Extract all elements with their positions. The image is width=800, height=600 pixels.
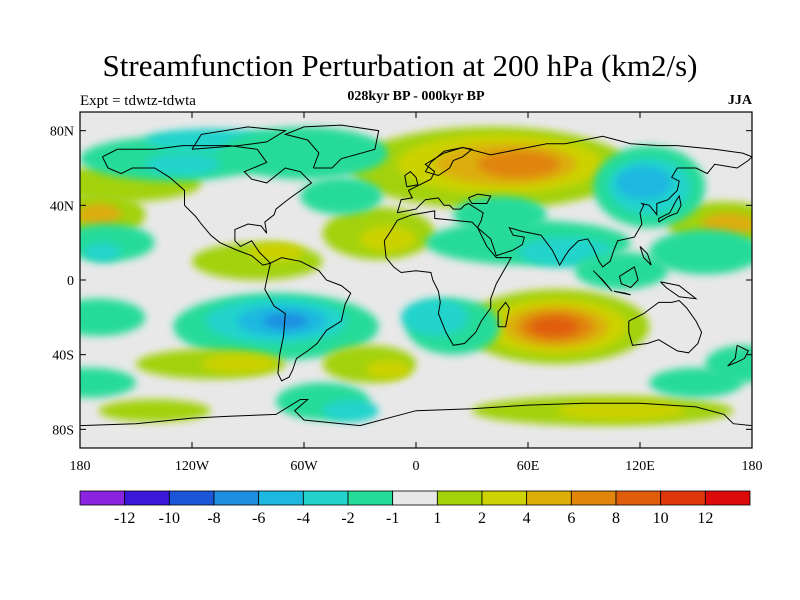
contour-region [248, 242, 304, 262]
coastline-path [658, 194, 682, 223]
colorbar-swatch [481, 490, 528, 506]
colorbar-label: 4 [523, 510, 531, 527]
coastline-path [628, 299, 703, 354]
colorbar-swatch [213, 490, 260, 506]
contour-region [98, 399, 211, 422]
plot-area [80, 112, 752, 448]
y-tick-label: 40S [52, 349, 74, 364]
x-tick-label: 120E [625, 459, 655, 474]
chart-title: Streamfunction Perturbation at 200 hPa (… [102, 48, 698, 83]
colorbar-swatch [392, 490, 438, 506]
colorbar-swatch [704, 490, 751, 506]
coastline-path [467, 193, 492, 204]
coastlines [80, 124, 752, 427]
contour-region [80, 298, 146, 336]
colorbar-label: -8 [207, 510, 220, 527]
colorbar-label: 8 [612, 510, 620, 527]
x-tick-label: 0 [413, 459, 420, 474]
coastline-path [283, 124, 380, 169]
colorbar-label: -6 [252, 510, 265, 527]
contour-region [365, 360, 411, 379]
colorbar-label: 1 [433, 510, 441, 527]
colorbar-swatch [660, 490, 706, 506]
contour-region [220, 126, 388, 180]
chart-subtitle: 028kyr BP - 000kyr BP [347, 89, 485, 104]
coastline-path [727, 344, 749, 367]
colorbar-swatch [615, 490, 662, 506]
coastline-path [264, 257, 352, 382]
coastline-path [191, 126, 287, 150]
y-tick-label: 80S [52, 423, 74, 438]
contour-region [529, 317, 579, 336]
colorbar-label: 6 [567, 510, 575, 527]
contour-region [262, 313, 308, 329]
coastline-path [397, 156, 752, 268]
coastline-path [80, 399, 752, 427]
coastline-path [383, 210, 513, 346]
contour-region [145, 153, 220, 176]
coastline-path [497, 301, 510, 328]
colorbar-swatch [347, 490, 394, 506]
y-tick-label: 40N [50, 199, 74, 214]
contour-region [80, 367, 136, 398]
colorbar-label: 2 [478, 510, 486, 527]
colorbar-swatch [302, 490, 349, 506]
coastline-path [660, 281, 698, 300]
contour-region [83, 242, 122, 262]
colorbar-swatch [570, 490, 617, 506]
contour-region [322, 399, 379, 422]
colorbar-label: -4 [297, 510, 310, 527]
contour-region [360, 225, 416, 252]
colorbar: -12 -10 -8 -6 -4 -2 -1 1 2 4 6 8 10 12 [79, 490, 751, 527]
experiment-label: Expt = tdwtz-tdwta [80, 93, 196, 109]
coastline-path [404, 171, 419, 188]
x-tick-label: 60E [517, 459, 540, 474]
coastline-path [592, 270, 613, 292]
colorbar-swatch [258, 490, 304, 506]
colorbar-label: -1 [386, 510, 399, 527]
colorbar-swatch [79, 490, 126, 506]
colorbar-swatch [436, 490, 483, 506]
x-tick-label: 180 [70, 459, 91, 474]
y-tick-label: 80N [50, 125, 74, 140]
colorbar-label: 12 [697, 510, 713, 527]
contour-field [80, 126, 752, 426]
contour-region [201, 354, 276, 374]
colorbar-swatch [124, 490, 170, 506]
coastline-path [424, 146, 474, 177]
x-tick-label: 60W [290, 459, 318, 474]
contour-region [649, 367, 743, 398]
contour-region [453, 196, 547, 234]
contour-region [300, 177, 383, 215]
contour-region [615, 166, 672, 200]
contour-region [80, 203, 122, 226]
contour-region [701, 212, 752, 236]
colorbar-swatch [168, 490, 215, 506]
axis-ticks: 180 120W 60W 0 60E 120E 180 80N 40N 0 40S 80S [50, 112, 763, 474]
contour-region [477, 151, 560, 178]
coastline-path [639, 246, 652, 266]
coastline-path [101, 145, 313, 266]
colorbar-swatch [526, 490, 572, 506]
coastline-path [613, 290, 631, 296]
season-label: JJA [727, 93, 752, 108]
coastline-path [619, 266, 639, 289]
colorbar-label: -10 [159, 510, 180, 527]
colorbar-label: -12 [114, 510, 135, 527]
contour-region [574, 251, 668, 290]
y-tick-label: 0 [67, 274, 74, 289]
contour-region [649, 229, 752, 275]
contour-region [556, 401, 687, 420]
colorbar-label: 10 [653, 510, 669, 527]
x-tick-label: 120W [175, 459, 210, 474]
x-tick-label: 180 [742, 459, 763, 474]
colorbar-label: -2 [341, 510, 354, 527]
contour-region [401, 298, 469, 337]
coastline-path [396, 135, 752, 213]
